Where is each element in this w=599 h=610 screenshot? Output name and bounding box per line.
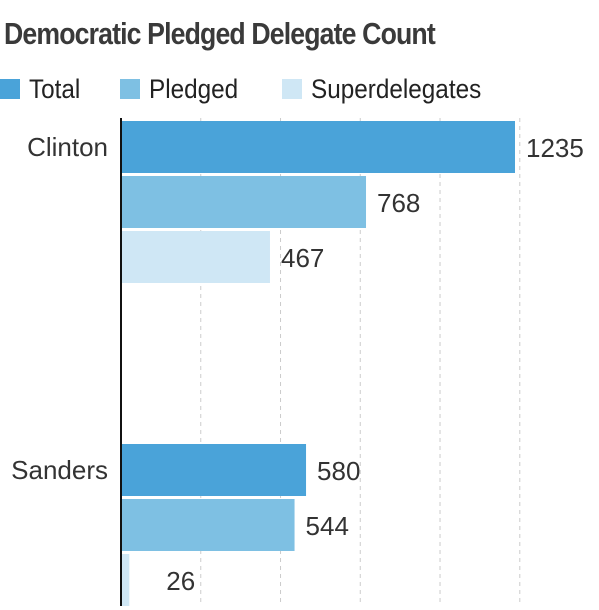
legend-swatch-total xyxy=(0,79,20,99)
category-label-sanders: Sanders xyxy=(11,455,108,485)
bar-superdelegates-sanders xyxy=(121,554,130,606)
legend-item-total: Total xyxy=(0,74,86,105)
bar-pledged-clinton xyxy=(121,176,367,228)
chart-title: Democratic Pledged Delegate Count xyxy=(4,16,436,51)
value-label-total-sanders: 580 xyxy=(317,456,360,486)
legend-swatch-pledged xyxy=(120,79,141,99)
bar-total-clinton xyxy=(121,121,515,173)
value-label-pledged-sanders: 544 xyxy=(306,511,349,541)
legend: Total Pledged Superdelegates xyxy=(0,74,534,104)
value-label-pledged-clinton: 768 xyxy=(377,188,420,218)
bar-total-sanders xyxy=(121,444,307,496)
legend-label-pledged: Pledged xyxy=(149,73,239,104)
category-label-clinton: Clinton xyxy=(27,132,108,162)
legend-label-total: Total xyxy=(29,73,81,104)
legend-item-pledged: Pledged xyxy=(120,74,248,105)
legend-item-superdelegates: Superdelegates xyxy=(282,74,500,105)
legend-swatch-superdelegates xyxy=(282,79,303,99)
legend-label-superdelegates: Superdelegates xyxy=(311,73,482,104)
bar-pledged-sanders xyxy=(121,499,295,551)
value-label-total-clinton: 1235 xyxy=(526,133,584,163)
value-label-superdelegates-clinton: 467 xyxy=(281,243,324,273)
value-label-superdelegates-sanders: 26 xyxy=(166,566,195,596)
bar-superdelegates-clinton xyxy=(121,231,270,283)
